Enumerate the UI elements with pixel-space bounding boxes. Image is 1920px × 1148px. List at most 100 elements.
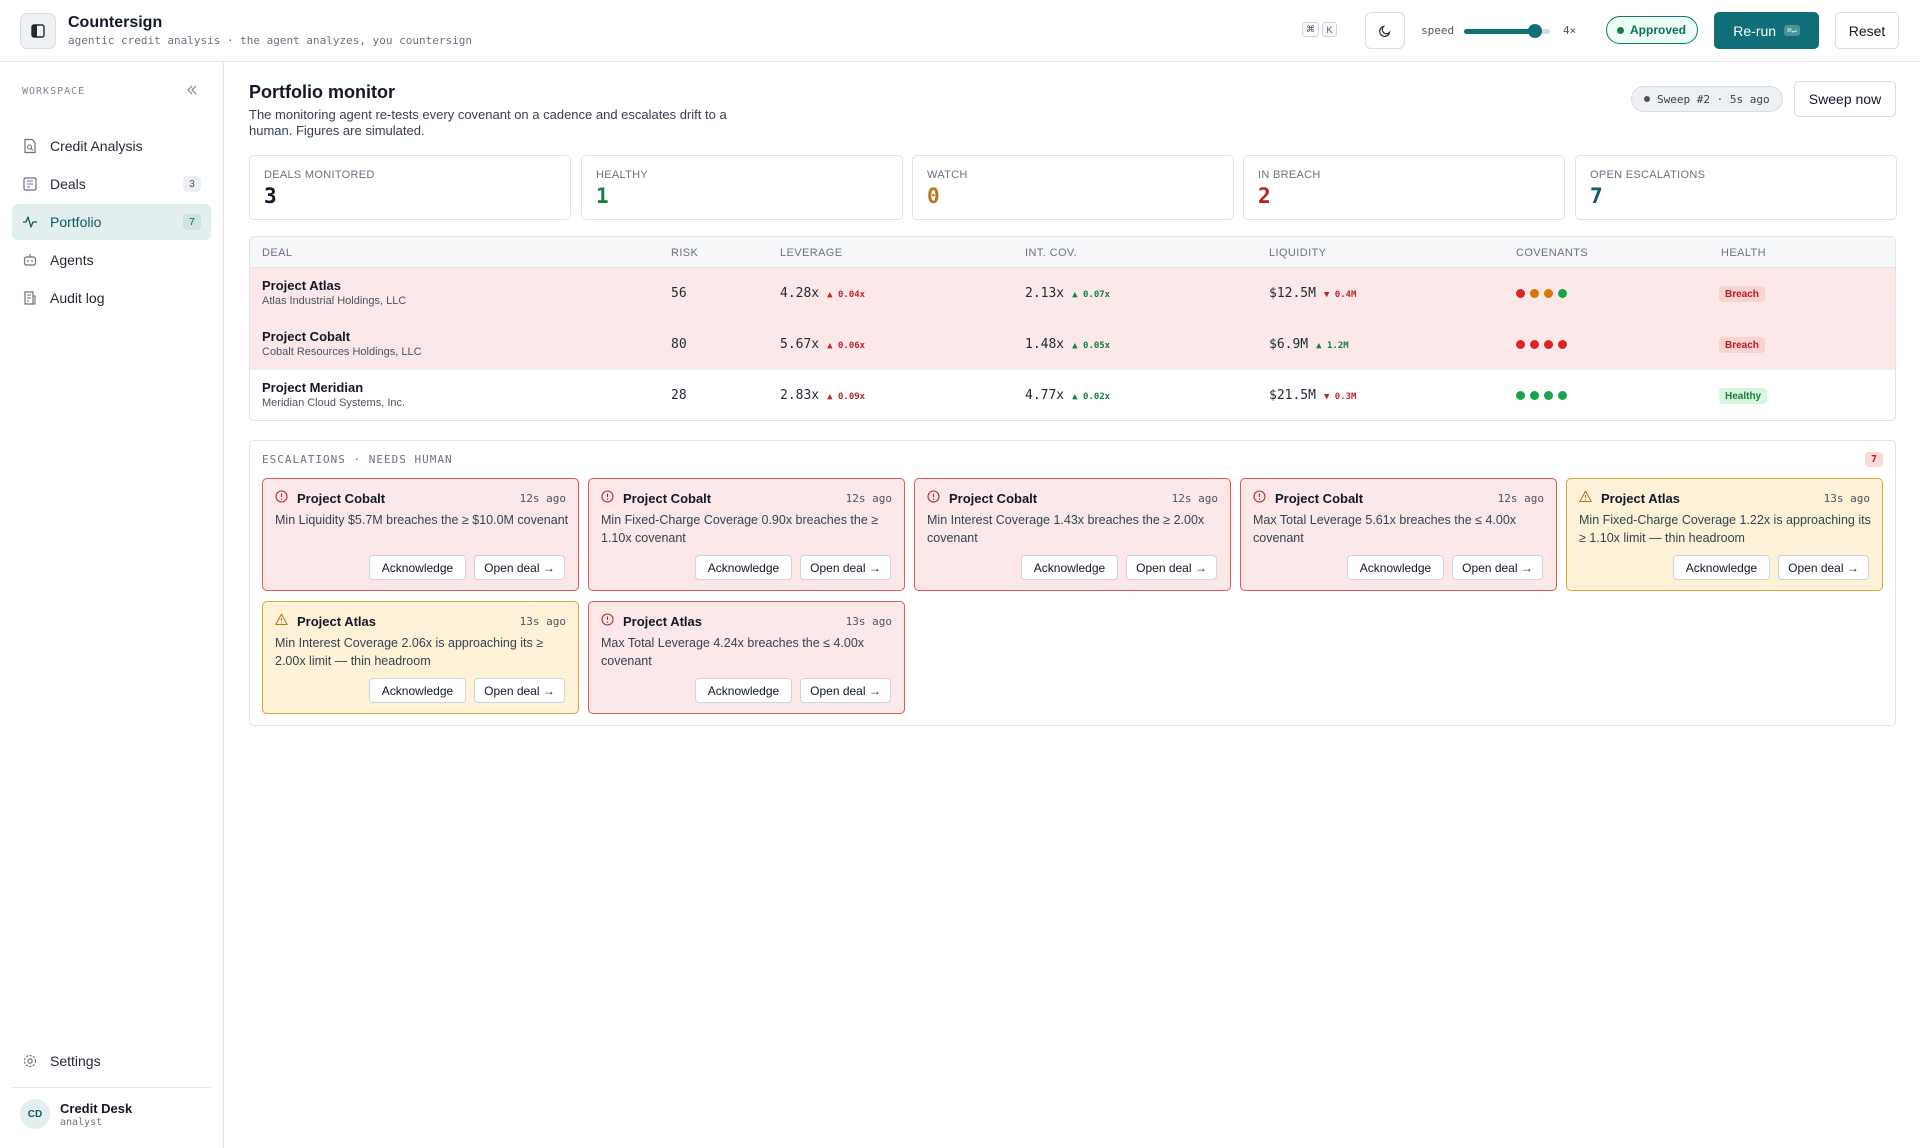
card-message: Min Fixed-Charge Coverage 0.90x breaches…: [601, 513, 879, 545]
covenant-dots: [1516, 391, 1567, 400]
card-deal-name: Project Atlas: [297, 614, 376, 629]
table-row[interactable]: Project Meridian Meridian Cloud Systems,…: [250, 370, 1895, 420]
acknowledge-button[interactable]: Acknowledge: [1673, 555, 1770, 580]
speed-slider-thumb[interactable]: [1527, 24, 1542, 38]
covenant-dot: [1558, 391, 1567, 400]
sweep-now-button[interactable]: Sweep now: [1794, 81, 1896, 117]
rerun-button[interactable]: Re-run ⌘↵: [1714, 12, 1819, 49]
stat-label: DEALS MONITORED: [264, 169, 375, 181]
risk-score: 56: [671, 286, 687, 301]
deals-icon: [23, 177, 37, 191]
acknowledge-button[interactable]: Acknowledge: [1021, 555, 1118, 580]
sidebar-item-settings[interactable]: Settings: [12, 1043, 211, 1079]
acknowledge-button[interactable]: Acknowledge: [695, 678, 792, 703]
card-timestamp: 13s ago: [1823, 492, 1870, 505]
covenant-dot: [1516, 289, 1525, 298]
sidebar-item-portfolio[interactable]: Portfolio 7: [12, 204, 211, 240]
theme-toggle-button[interactable]: [1365, 12, 1405, 49]
deal-name: Project Cobalt: [262, 329, 351, 344]
sidebar-item-label: Portfolio: [50, 214, 102, 230]
speed-slider-fill: [1464, 29, 1535, 34]
stat-value: 0: [927, 184, 940, 208]
escalations-panel: ESCALATIONS · NEEDS HUMAN 7 Project Coba…: [249, 440, 1896, 726]
liquidity-cell: $6.9M ▲ 1.2M: [1269, 337, 1349, 352]
escalation-card: Project Atlas 13s ago Min Interest Cover…: [262, 601, 579, 714]
open-deal-button[interactable]: Open deal →: [474, 678, 565, 703]
card-timestamp: 13s ago: [519, 615, 566, 628]
stat-value: 3: [264, 184, 277, 208]
acknowledge-button[interactable]: Acknowledge: [695, 555, 792, 580]
int-cov-delta: ▲ 0.05x: [1072, 341, 1111, 351]
liquidity-cell: $12.5M ▼ 0.4M: [1269, 286, 1356, 301]
column-header-health[interactable]: HEALTH: [1721, 247, 1766, 259]
sidebar-item-audit-log[interactable]: Audit log: [12, 280, 211, 316]
column-header-risk[interactable]: RISK: [671, 247, 699, 259]
acknowledge-button[interactable]: Acknowledge: [369, 555, 466, 580]
user-role: analyst: [60, 1117, 103, 1128]
covenant-dot: [1530, 340, 1539, 349]
table-row[interactable]: Project Cobalt Cobalt Resources Holdings…: [250, 319, 1895, 370]
open-deal-button[interactable]: Open deal →: [1126, 555, 1217, 580]
sidebar-item-badge: 7: [183, 214, 201, 230]
card-timestamp: 12s ago: [845, 492, 892, 505]
escalation-card: Project Cobalt 12s ago Min Interest Cove…: [914, 478, 1231, 591]
covenant-dot: [1544, 340, 1553, 349]
card-message: Max Total Leverage 4.24x breaches the ≤ …: [601, 636, 865, 668]
robot-icon: [23, 254, 37, 266]
card-message: Min Interest Coverage 1.43x breaches the…: [927, 513, 1205, 545]
moon-icon: [1379, 24, 1391, 37]
escalations-count-badge: 7: [1864, 452, 1883, 467]
column-header-covenants[interactable]: COVENANTS: [1516, 247, 1589, 259]
status-dot: [1617, 26, 1624, 34]
sidebar-item-deals[interactable]: Deals 3: [12, 166, 211, 202]
avatar[interactable]: CD: [20, 1099, 50, 1129]
gear-icon: [23, 1054, 37, 1068]
leverage-value: 5.67x: [780, 337, 820, 352]
liquidity-value: $12.5M: [1269, 286, 1316, 301]
sidebar-toggle-button[interactable]: [20, 13, 56, 49]
column-header-liquidity[interactable]: LIQUIDITY: [1269, 247, 1327, 259]
sidebar-item-agents[interactable]: Agents: [12, 242, 211, 278]
column-header-int-cov[interactable]: INT. COV.: [1025, 247, 1078, 259]
card-deal-name: Project Atlas: [623, 614, 702, 629]
sweep-status-text: Sweep #2 · 5s ago: [1657, 92, 1770, 106]
acknowledge-button[interactable]: Acknowledge: [1347, 555, 1444, 580]
sidebar-item-credit-analysis[interactable]: Credit Analysis: [12, 128, 211, 164]
warning-triangle-icon: [275, 613, 288, 626]
column-header-leverage[interactable]: LEVERAGE: [780, 247, 843, 259]
stat-label: IN BREACH: [1258, 169, 1321, 181]
open-deal-button[interactable]: Open deal →: [1452, 555, 1543, 580]
sidebar-item-label: Audit log: [50, 290, 105, 306]
column-header-deal[interactable]: DEAL: [262, 247, 293, 259]
open-deal-button[interactable]: Open deal →: [800, 555, 891, 580]
covenant-dot: [1530, 289, 1539, 298]
app-title: Countersign: [68, 14, 163, 31]
table-row[interactable]: Project Atlas Atlas Industrial Holdings,…: [250, 268, 1895, 319]
open-deal-button[interactable]: Open deal →: [1778, 555, 1869, 580]
liquidity-value: $21.5M: [1269, 388, 1316, 403]
open-deal-button[interactable]: Open deal →: [474, 555, 565, 580]
reset-button[interactable]: Reset: [1835, 12, 1899, 49]
table-header: DEAL RISK LEVERAGE INT. COV. LIQUIDITY C…: [250, 237, 1895, 268]
escalation-card: Project Cobalt 12s ago Min Fixed-Charge …: [588, 478, 905, 591]
collapse-sidebar-button[interactable]: [186, 84, 198, 99]
int-cov-cell: 2.13x ▲ 0.07x: [1025, 286, 1110, 301]
deal-name: Project Meridian: [262, 380, 364, 395]
top-bar: Countersign agentic credit analysis · th…: [0, 0, 1920, 62]
status-badge: Approved: [1606, 16, 1699, 44]
open-deal-button[interactable]: Open deal →: [800, 678, 891, 703]
command-palette-shortcut[interactable]: ⌘ K: [1302, 22, 1337, 37]
stat-value: 7: [1590, 184, 1603, 208]
card-message: Min Interest Coverage 2.06x is approachi…: [275, 636, 544, 668]
speed-slider[interactable]: [1464, 24, 1550, 38]
sidebar-toggle-icon: [31, 24, 45, 38]
speed-value: 4×: [1563, 24, 1577, 37]
stat-deals-monitored: DEALS MONITORED 3: [249, 155, 571, 220]
int-cov-cell: 4.77x ▲ 0.02x: [1025, 388, 1110, 403]
leverage-cell: 2.83x ▲ 0.09x: [780, 388, 865, 403]
acknowledge-button[interactable]: Acknowledge: [369, 678, 466, 703]
deal-entity: Cobalt Resources Holdings, LLC: [262, 346, 422, 358]
activity-icon: [23, 216, 37, 228]
liquidity-delta: ▼ 0.3M: [1323, 392, 1357, 402]
sidebar: WORKSPACE Credit Analysis Deals 3 Portfo…: [0, 62, 224, 1148]
